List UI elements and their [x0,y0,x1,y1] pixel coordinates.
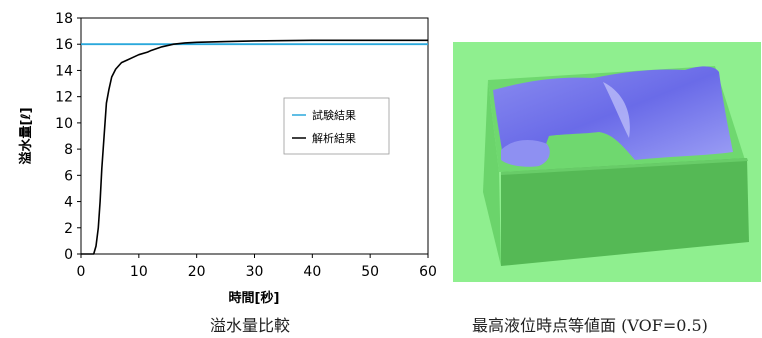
y-axis-title: 溢水量[ℓ] [18,107,34,164]
y-tick-label: 4 [64,195,73,211]
chart-caption: 溢水量比較 [210,316,291,335]
water-isosurface [493,66,733,161]
legend-box [283,97,390,155]
x-tick-label: 40 [303,264,321,280]
x-axis-title: 時間[秒] [229,290,280,306]
x-tick-label: 0 [77,264,86,280]
y-tick-label: 8 [64,142,73,158]
series-lines [81,39,428,255]
y-tick-label: 16 [55,37,73,53]
legend: 試験結果 解析結果 [283,97,390,155]
x-tick-label: 10 [130,264,148,280]
x-tick-label: 50 [361,264,379,280]
y-tick-label: 10 [55,116,73,132]
legend-label-analysis: 解析結果 [312,131,356,145]
x-tick-label: 30 [246,264,264,280]
legend-label-experiment: 試験結果 [312,108,356,122]
water-highlight [603,82,630,138]
x-tick-label: 20 [188,264,206,280]
series-line-analysis [81,39,428,255]
water-blob [501,140,550,167]
y-tick-label: 12 [55,90,73,106]
render-caption: 最高液位時点等値面 (VOF=0.5) [472,316,708,335]
tank-front-wall [501,158,749,266]
y-tick-label: 2 [64,221,73,237]
tank-front-top-edge [501,158,748,175]
tank-left-wall [483,80,501,266]
x-axis-ticks: 0 10 20 30 40 50 60 [77,254,437,280]
x-tick-label: 60 [419,264,437,280]
y-tick-label: 6 [64,168,73,184]
y-tick-label: 18 [55,11,73,27]
y-axis-ticks: 0 2 4 6 8 10 12 14 16 18 [55,11,81,263]
overflow-volume-chart: 0 2 4 6 8 10 12 14 16 18 0 10 20 30 40 50 60 溢水量[ℓ] 時間[… [18,11,437,306]
vof-isosurface-render [453,42,761,282]
y-tick-label: 0 [64,247,73,263]
y-tick-label: 14 [55,63,73,79]
